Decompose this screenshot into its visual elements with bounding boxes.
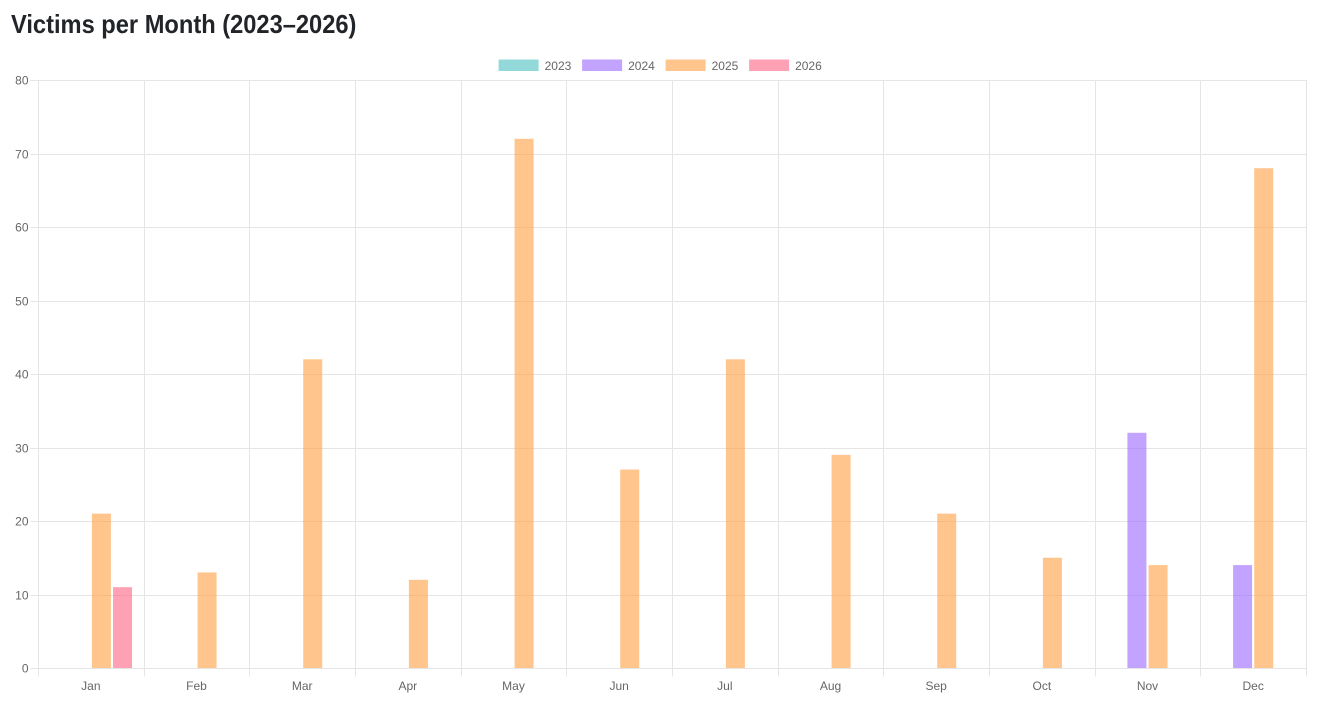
svg-text:80: 80 (15, 74, 29, 88)
svg-text:Mar: Mar (292, 679, 313, 693)
svg-text:2024: 2024 (628, 59, 655, 73)
svg-text:Dec: Dec (1242, 679, 1263, 693)
svg-text:2025: 2025 (712, 59, 739, 73)
svg-text:Nov: Nov (1137, 679, 1158, 693)
svg-text:60: 60 (15, 221, 29, 235)
svg-text:2023: 2023 (545, 59, 572, 73)
svg-text:Feb: Feb (186, 679, 207, 693)
svg-text:Jul: Jul (717, 679, 732, 693)
svg-text:Oct: Oct (1032, 679, 1051, 693)
svg-text:50: 50 (15, 295, 29, 309)
svg-text:30: 30 (15, 442, 29, 456)
svg-text:20: 20 (15, 515, 29, 529)
svg-text:May: May (502, 679, 525, 693)
svg-text:10: 10 (15, 589, 29, 603)
svg-text:Sep: Sep (925, 679, 947, 693)
svg-text:Apr: Apr (398, 679, 417, 693)
svg-text:40: 40 (15, 368, 29, 382)
svg-text:2026: 2026 (795, 59, 822, 73)
svg-text:Jan: Jan (81, 679, 100, 693)
svg-text:Jun: Jun (609, 679, 628, 693)
svg-text:70: 70 (15, 148, 29, 162)
svg-text:0: 0 (22, 662, 29, 676)
svg-text:Aug: Aug (820, 679, 841, 693)
